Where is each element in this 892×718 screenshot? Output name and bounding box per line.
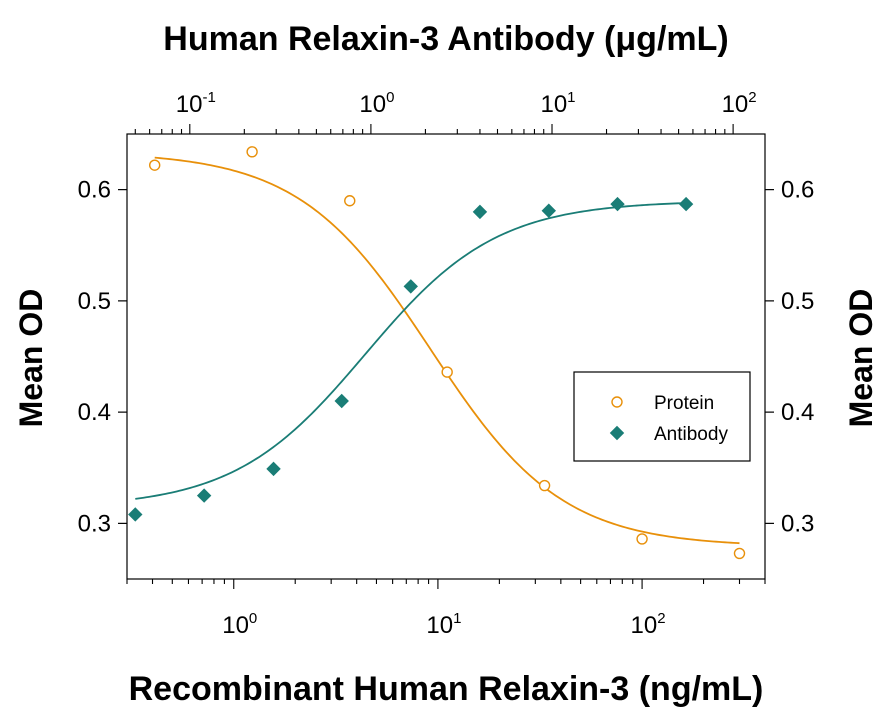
- legend-box: [573, 371, 751, 462]
- x-tick-label-exponent: 2: [657, 610, 665, 627]
- y-tick-label-right: 0.5: [781, 288, 814, 315]
- fit-curves: [135, 156, 740, 545]
- x2-tick-label-base: 10: [176, 91, 203, 118]
- x-tick-label-base: 10: [631, 612, 658, 639]
- y-tick-label-right: 0.4: [781, 399, 814, 426]
- x2-tick-label-exponent: 1: [567, 89, 575, 106]
- y-axis-label-left: Mean OD: [13, 289, 49, 428]
- data-point-antibody: [266, 461, 281, 477]
- data-point-protein: [246, 146, 258, 158]
- x-tick-label: 102: [631, 610, 666, 639]
- data-point-antibody: [334, 393, 349, 409]
- legend-label-antibody: Antibody: [654, 424, 728, 445]
- x2-tick-label-base: 10: [540, 91, 567, 118]
- x2-tick-label: 101: [540, 89, 575, 118]
- chart-title: Human Relaxin-3 Antibody (μg/mL): [163, 20, 728, 58]
- y-tick-label-left: 0.6: [78, 177, 111, 204]
- data-point-antibody: [196, 488, 212, 503]
- data-point-protein: [636, 533, 648, 545]
- x2-tick-label-exponent: 0: [386, 89, 394, 106]
- data-point-antibody: [403, 279, 418, 294]
- x-tick-label-base: 10: [222, 612, 249, 639]
- y-axis-label-right: Mean OD: [843, 289, 879, 428]
- data-point-antibody: [610, 196, 625, 212]
- legend-label-protein: Protein: [654, 393, 714, 414]
- x-tick-label-exponent: 0: [249, 610, 257, 627]
- data-point-protein: [441, 366, 453, 378]
- x2-tick-label: 102: [722, 89, 757, 118]
- data-point-antibody: [472, 204, 488, 220]
- x-tick-label: 100: [222, 610, 257, 639]
- x2-tick-label-exponent: -1: [202, 89, 215, 106]
- y-tick-label-left: 0.3: [78, 510, 111, 537]
- fit-curve-antibody: [135, 202, 687, 500]
- legend-marker-antibody: [609, 425, 625, 441]
- x-tick-label-base: 10: [426, 612, 453, 639]
- plot-frame: [126, 133, 766, 580]
- y-tick-label-left: 0.4: [78, 399, 111, 426]
- data-points: [128, 146, 746, 560]
- x2-tick-label-base: 10: [722, 91, 749, 118]
- x2-tick-label: 100: [359, 89, 394, 118]
- fit-curve-protein: [154, 156, 740, 545]
- data-point-protein: [148, 159, 161, 171]
- x2-tick-label: 10-1: [176, 89, 216, 118]
- data-point-protein: [733, 547, 746, 560]
- legend-marker-protein: [611, 396, 623, 408]
- x2-tick-label-base: 10: [359, 91, 386, 118]
- y-tick-label-left: 0.5: [78, 288, 111, 315]
- data-point-protein: [538, 479, 551, 492]
- x-tick-label-exponent: 1: [453, 610, 461, 627]
- legend: Protein Antibody: [573, 371, 751, 462]
- y-tick-label-right: 0.6: [781, 177, 814, 204]
- x-tick-label: 101: [426, 610, 461, 639]
- data-point-antibody: [128, 507, 143, 522]
- y-tick-label-right: 0.3: [781, 510, 814, 537]
- data-point-antibody: [541, 203, 557, 218]
- data-point-protein: [344, 195, 356, 207]
- data-point-antibody: [678, 196, 694, 212]
- x-axis-label: Recombinant Human Relaxin-3 (ng/mL): [129, 670, 764, 708]
- x2-tick-label-exponent: 2: [748, 89, 756, 106]
